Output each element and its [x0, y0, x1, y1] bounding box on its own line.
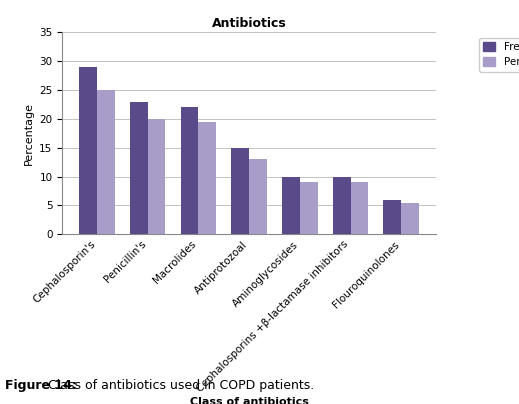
Bar — [333, 177, 350, 234]
Bar — [300, 182, 318, 234]
Text: Figure 14:: Figure 14: — [5, 379, 77, 392]
Bar — [384, 200, 401, 234]
Legend: Frequency, Percentage (%): Frequency, Percentage (%) — [479, 38, 519, 72]
Bar — [249, 159, 267, 234]
Bar — [198, 122, 216, 234]
Bar — [282, 177, 300, 234]
Y-axis label: Percentage: Percentage — [24, 102, 34, 165]
X-axis label: Class of antibiotics: Class of antibiotics — [189, 397, 309, 404]
Bar — [350, 182, 368, 234]
Bar — [130, 101, 148, 234]
Bar — [148, 119, 166, 234]
Bar — [97, 90, 115, 234]
Bar — [231, 148, 249, 234]
Text: Class of antibiotics used in COPD patients.: Class of antibiotics used in COPD patien… — [44, 379, 315, 392]
Bar — [181, 107, 198, 234]
Title: Antibiotics: Antibiotics — [212, 17, 286, 30]
Bar — [401, 202, 419, 234]
Bar — [79, 67, 97, 234]
